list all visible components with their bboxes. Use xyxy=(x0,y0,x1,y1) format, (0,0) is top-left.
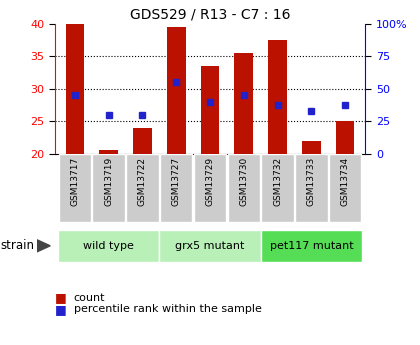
Text: GSM13717: GSM13717 xyxy=(71,157,79,206)
Text: percentile rank within the sample: percentile rank within the sample xyxy=(74,305,261,314)
Text: grx5 mutant: grx5 mutant xyxy=(175,241,245,251)
FancyBboxPatch shape xyxy=(160,154,192,222)
Text: GSM13733: GSM13733 xyxy=(307,157,316,206)
Text: wild type: wild type xyxy=(83,241,134,251)
Text: GSM13734: GSM13734 xyxy=(341,157,349,206)
Bar xyxy=(234,53,253,154)
Bar xyxy=(302,141,320,154)
Bar xyxy=(336,121,354,154)
Bar xyxy=(133,128,152,154)
Polygon shape xyxy=(37,240,50,252)
FancyBboxPatch shape xyxy=(159,229,261,262)
FancyBboxPatch shape xyxy=(228,154,260,222)
Title: GDS529 / R13 - C7 : 16: GDS529 / R13 - C7 : 16 xyxy=(130,8,290,22)
Bar xyxy=(66,24,84,154)
Bar xyxy=(201,66,219,154)
Bar xyxy=(100,150,118,154)
FancyBboxPatch shape xyxy=(92,154,125,222)
Text: count: count xyxy=(74,293,105,303)
Text: GSM13719: GSM13719 xyxy=(104,157,113,206)
FancyBboxPatch shape xyxy=(126,154,159,222)
Text: GSM13722: GSM13722 xyxy=(138,157,147,206)
Bar xyxy=(268,40,287,154)
FancyBboxPatch shape xyxy=(261,154,294,222)
Text: GSM13727: GSM13727 xyxy=(172,157,181,206)
FancyBboxPatch shape xyxy=(59,154,91,222)
Bar xyxy=(167,27,186,154)
Text: pet117 mutant: pet117 mutant xyxy=(270,241,353,251)
Text: GSM13729: GSM13729 xyxy=(205,157,215,206)
FancyBboxPatch shape xyxy=(261,229,362,262)
Text: GSM13732: GSM13732 xyxy=(273,157,282,206)
FancyBboxPatch shape xyxy=(194,154,226,222)
Text: GSM13730: GSM13730 xyxy=(239,157,248,206)
FancyBboxPatch shape xyxy=(58,229,159,262)
Text: ■: ■ xyxy=(55,291,66,304)
FancyBboxPatch shape xyxy=(295,154,328,222)
Text: ■: ■ xyxy=(55,303,66,316)
Text: strain: strain xyxy=(1,239,35,252)
FancyBboxPatch shape xyxy=(329,154,361,222)
